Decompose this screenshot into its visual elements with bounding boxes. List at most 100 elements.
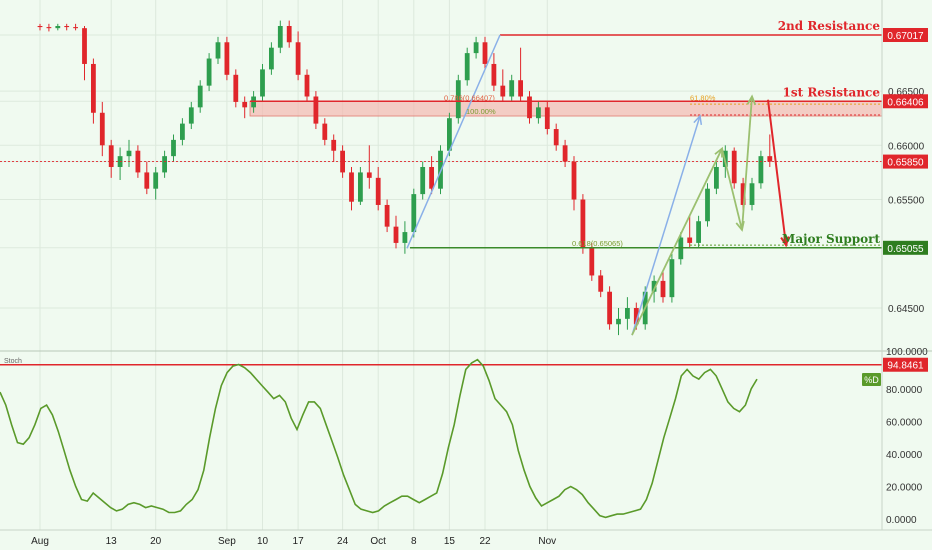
- candle-body: [473, 42, 479, 54]
- candle-body: [696, 221, 701, 243]
- price-box-bg: [883, 240, 928, 255]
- stoch-tick-label: 20.0000: [886, 482, 923, 493]
- time-tick-label: Nov: [538, 536, 556, 547]
- candle-body: [153, 172, 159, 189]
- stoch-tick-label: 0.0000: [886, 515, 917, 526]
- candle-body: [180, 123, 185, 140]
- price-tick-label: 0.66500: [888, 87, 925, 98]
- candle-body: [304, 74, 310, 97]
- price-box: 0.66406: [883, 94, 928, 109]
- d-badge: [862, 373, 881, 386]
- candle-body: [322, 123, 328, 140]
- candle-body: [99, 112, 105, 146]
- projection-arrow-blue-head: [693, 114, 703, 126]
- candle-body: [598, 275, 604, 292]
- price-box-bg: [883, 28, 928, 42]
- stoch-tick-label: 40.0000: [886, 450, 923, 461]
- candle-body: [553, 129, 559, 146]
- candle-body: [215, 42, 221, 59]
- time-tick-label: 22: [479, 536, 491, 547]
- candle-body: [64, 25, 70, 28]
- candle-body: [518, 80, 523, 97]
- time-tick-label: 24: [337, 536, 349, 547]
- candle-body: [126, 150, 132, 157]
- wave-arrow-up-2: [741, 96, 753, 230]
- drawing-tools: [406, 34, 790, 336]
- candle-body: [447, 118, 452, 151]
- candle-body: [580, 199, 586, 249]
- stoch-level-label: 94.8461: [887, 361, 924, 372]
- candle-body: [37, 25, 43, 28]
- stoch-tick-partial: 100.0000: [886, 347, 928, 358]
- candle-body: [188, 107, 194, 124]
- candle-body: [500, 85, 506, 97]
- candle-body: [108, 145, 114, 167]
- price-box-bg: [883, 94, 928, 109]
- fib-label-100: 100.00%: [466, 107, 496, 116]
- candle-body: [749, 183, 755, 205]
- candle-body: [73, 27, 78, 29]
- candle-body: [758, 156, 764, 184]
- wave-arrow-up: [631, 148, 723, 336]
- price-box-label: 0.66406: [887, 97, 924, 108]
- time-tick-label: 17: [293, 536, 305, 547]
- d-badge-label: %D: [864, 375, 879, 385]
- time-tick-label: 8: [411, 536, 417, 547]
- time-tick-label: 15: [444, 536, 456, 547]
- candle-body: [411, 194, 417, 233]
- candle-body: [633, 308, 639, 325]
- wave-arrow-up-2-head: [746, 94, 757, 106]
- resistance-zone: [249, 100, 883, 117]
- candle-body: [171, 139, 176, 157]
- candle-body: [607, 291, 612, 325]
- candle-body: [91, 63, 96, 113]
- fib-label-0786: 0.786(0.66407): [444, 93, 495, 102]
- annotation-major-support: Major Support: [782, 232, 880, 246]
- candle-body: [402, 232, 408, 243]
- price-tick-label: 0.66000: [888, 141, 925, 152]
- price-pane[interactable]: 0.786(0.66407) 100.00% 61.80% 0.618(0.65…: [0, 19, 883, 336]
- candle-body: [340, 150, 345, 173]
- price-box-bg: [883, 154, 928, 169]
- stoch-tick-labels: 100.0000 80.0000 60.0000 40.0000 20.0000 0.00…: [883, 347, 928, 526]
- price-boxes: 0.67017 0.66406 0.65850 0.65055: [883, 28, 928, 255]
- candle-body: [429, 166, 434, 189]
- price-tick-label: 0.64500: [888, 304, 925, 315]
- candle-body: [714, 166, 719, 189]
- stoch-level-box: 94.8461: [883, 357, 928, 372]
- time-tick-label: 13: [106, 536, 118, 547]
- price-box: 0.65850: [883, 154, 928, 169]
- candle-body: [393, 226, 399, 243]
- stoch-pane[interactable]: Stoch %D: [0, 358, 882, 519]
- candle-body: [295, 42, 301, 75]
- bearish-arrow: [767, 99, 787, 246]
- candle-body: [384, 204, 390, 227]
- time-axis[interactable]: Aug 13 20 Sep 10 17 24 Oct 8 15 22 Nov: [0, 529, 932, 547]
- time-tick-label: 10: [257, 536, 269, 547]
- candle-body: [767, 156, 773, 162]
- candle-body: [55, 25, 61, 29]
- stoch-d-line: [0, 358, 758, 519]
- candle-body: [358, 172, 363, 202]
- candle-body: [233, 74, 239, 102]
- candle-body: [687, 237, 693, 243]
- candle-body: [589, 248, 595, 276]
- candle-body: [242, 101, 248, 108]
- candle-body: [197, 85, 203, 108]
- price-box-label: 0.67017: [887, 31, 924, 42]
- candle-body: [366, 172, 372, 178]
- price-box: 0.67017: [883, 28, 928, 42]
- candle-body: [82, 28, 87, 64]
- stoch-tick-label: 80.0000: [886, 385, 923, 396]
- fib-label-618: 61.80%: [690, 93, 716, 102]
- candle-body: [331, 139, 337, 151]
- time-tick-label: 20: [150, 536, 162, 547]
- candle-body: [660, 280, 666, 298]
- candle-body: [420, 166, 426, 195]
- bearish-arrow-head: [780, 236, 790, 248]
- candle-body: [740, 183, 746, 205]
- candle-body: [260, 69, 265, 97]
